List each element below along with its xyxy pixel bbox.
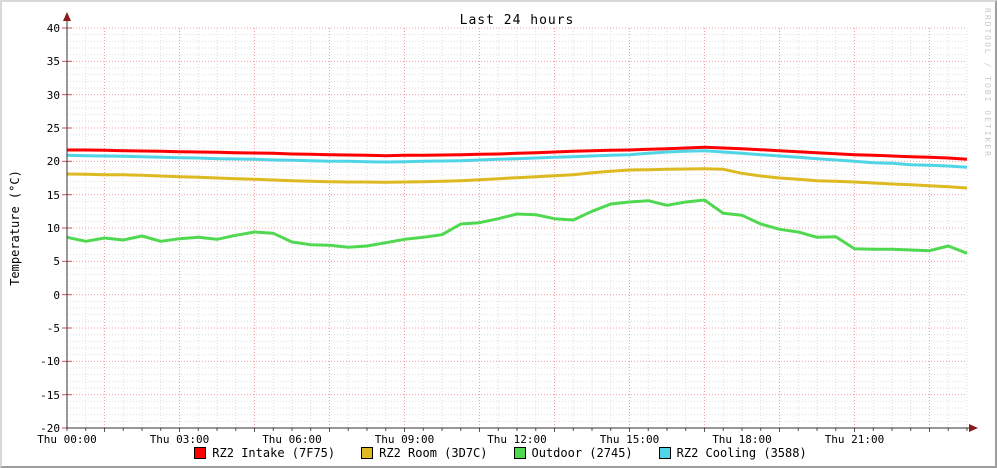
y-tick-label: -5 — [46, 322, 60, 335]
legend-item-rz2-intake: RZ2 Intake (7F75) — [194, 446, 335, 460]
y-tick-label: 20 — [46, 155, 60, 169]
y-tick-label: -20 — [40, 422, 60, 435]
y-tick-label: 30 — [46, 88, 60, 102]
x-tick-label: Thu 18:00 — [712, 433, 772, 446]
legend-item-rz2-cooling: RZ2 Cooling (3588) — [658, 446, 807, 460]
y-tick-label: -15 — [40, 388, 60, 402]
legend-label-outdoor: Outdoor (2745) — [531, 446, 633, 460]
y-tick-label: 0 — [53, 288, 60, 302]
x-tick-label: Thu 06:00 — [262, 433, 322, 446]
legend-label-rz2-room: RZ2 Room (3D7C) — [379, 446, 488, 460]
intake-color-swatch-icon — [194, 447, 207, 459]
cooling-color-swatch-icon — [658, 447, 671, 459]
x-tick-label: Thu 03:00 — [149, 433, 210, 446]
legend-label-rz2-cooling: RZ2 Cooling (3588) — [676, 446, 807, 460]
legend: RZ2 Intake (7F75) RZ2 Room (3D7C) Outdoo… — [2, 446, 995, 460]
x-tick-label: Thu 00:00 — [37, 433, 97, 446]
series-line-rz2-cooling — [66, 149, 968, 169]
series-line-outdoor — [66, 198, 968, 255]
room-color-swatch-icon — [361, 447, 374, 459]
series-line-rz2-intake — [67, 145, 968, 161]
x-tick-label: Thu 09:00 — [374, 433, 435, 446]
y-tick-label: 10 — [46, 222, 60, 235]
rrdtool-watermark: RRDTOOL / TOBI OETIKER — [983, 8, 992, 158]
outdoor-color-swatch-icon — [513, 447, 526, 459]
x-tick-label: Thu 15:00 — [599, 433, 660, 446]
x-tick-label: Thu 12:00 — [487, 433, 547, 446]
x-tick-label: Thu 21:00 — [824, 433, 885, 446]
y-tick-label: 25 — [46, 122, 60, 135]
legend-label-rz2-intake: RZ2 Intake (7F75) — [212, 446, 336, 460]
y-axis-arrow-icon — [63, 12, 71, 21]
y-tick-label: 35 — [46, 55, 60, 69]
legend-item-outdoor: Outdoor (2745) — [513, 446, 633, 460]
legend-item-rz2-room: RZ2 Room (3D7C) — [361, 446, 488, 460]
y-tick-label: 40 — [46, 22, 60, 35]
y-tick-label: 5 — [53, 255, 60, 269]
chart-title: Last 24 hours — [459, 13, 575, 28]
series-line-rz2-room — [66, 167, 968, 190]
y-tick-label: 15 — [46, 188, 60, 202]
x-axis-arrow-icon — [969, 424, 978, 432]
y-tick-label: -10 — [40, 355, 60, 369]
